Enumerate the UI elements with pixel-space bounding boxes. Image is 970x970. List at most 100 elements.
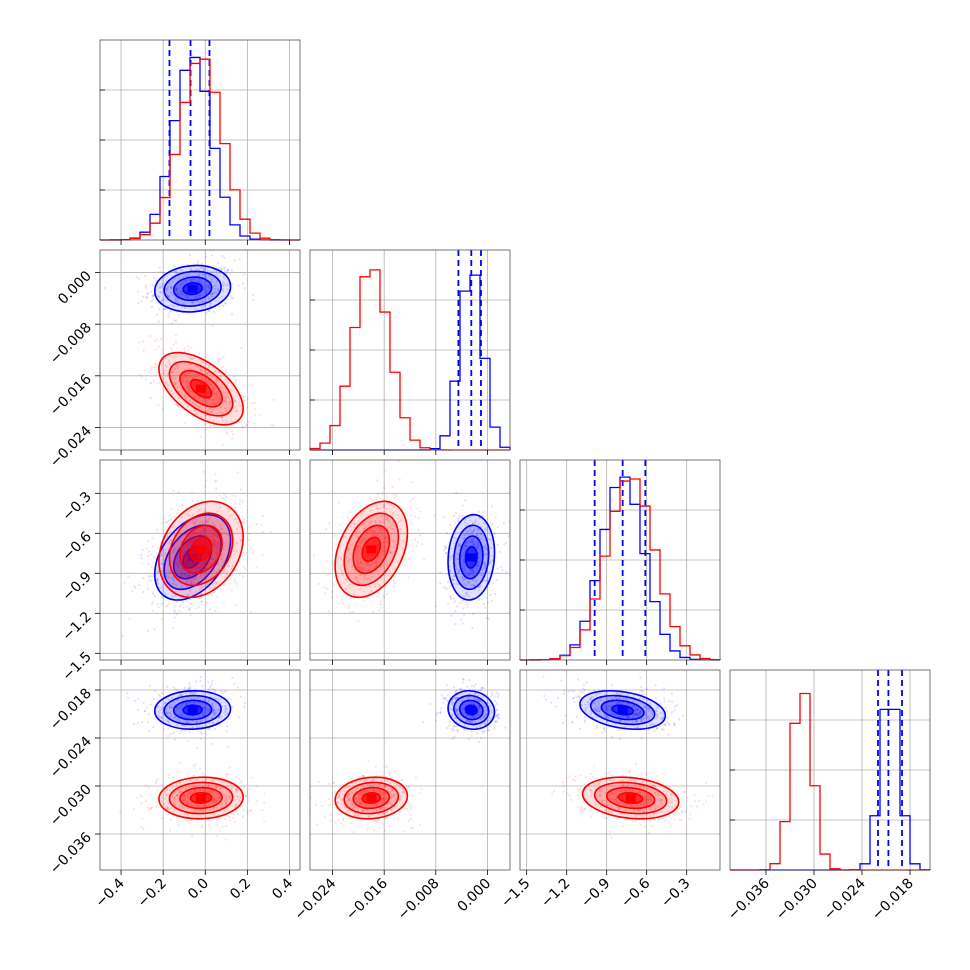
scatter-point (483, 729, 486, 732)
scatter-point (178, 790, 182, 793)
scatter-point (189, 791, 192, 795)
scatter-point (354, 781, 358, 784)
scatter-point (485, 543, 488, 546)
scatter-point (174, 555, 177, 559)
scatter-point (449, 595, 452, 598)
scatter-point (213, 542, 216, 546)
scatter-point (215, 570, 218, 573)
scatter-point (367, 522, 370, 525)
scatter-point (495, 579, 498, 582)
scatter-point (469, 720, 472, 723)
scatter-point (212, 569, 215, 572)
scatter-point (358, 803, 362, 806)
scatter-point (162, 570, 165, 573)
scatter-point (198, 784, 201, 788)
scatter-point (165, 560, 169, 563)
scatter-point (408, 506, 412, 509)
scatter-point (390, 789, 393, 793)
scatter-point (210, 535, 214, 538)
scatter-point (199, 575, 202, 578)
scatter-point (210, 411, 213, 414)
scatter-point (355, 531, 358, 534)
scatter-point (476, 713, 479, 716)
scatter-point (371, 561, 374, 564)
scatter-point (573, 700, 576, 703)
scatter-point (216, 551, 219, 554)
scatter-point (485, 708, 489, 711)
scatter-point (393, 496, 396, 499)
scatter-point (462, 706, 465, 709)
scatter-point (209, 687, 212, 690)
scatter-point (222, 555, 225, 558)
scatter-point (504, 570, 508, 573)
scatter-point (215, 806, 219, 809)
scatter-point (176, 292, 179, 295)
scatter-point (136, 721, 140, 724)
scatter-point (238, 503, 241, 506)
scatter-point (175, 289, 178, 292)
scatter-point (381, 774, 384, 777)
scatter-point (246, 397, 250, 400)
scatter-point (173, 319, 176, 322)
scatter-point (233, 406, 236, 409)
scatter-point (238, 799, 241, 802)
scatter-point (178, 706, 181, 710)
scatter-point (159, 337, 163, 341)
scatter-point (634, 713, 638, 716)
scatter-point (368, 496, 372, 499)
scatter-point (153, 366, 156, 369)
scatter-point (345, 555, 348, 558)
scatter-point (205, 708, 208, 711)
scatter-point (642, 693, 645, 696)
scatter-point (261, 531, 265, 534)
scatter-point (155, 580, 159, 583)
scatter-point (171, 787, 174, 790)
scatter-point (202, 528, 205, 531)
scatter-point (225, 725, 229, 728)
scatter-point (185, 542, 188, 545)
scatter-point (362, 775, 365, 778)
scatter-point (192, 301, 195, 304)
scatter-point (198, 273, 201, 276)
scatter-point (225, 272, 228, 275)
scatter-point (223, 570, 226, 573)
scatter-point (219, 588, 223, 591)
scatter-point (211, 705, 215, 708)
scatter-point (336, 801, 339, 804)
scatter-point (489, 546, 492, 549)
scatter-point (358, 781, 361, 784)
scatter-point (393, 524, 397, 527)
scatter-point (357, 565, 360, 568)
contour-line (172, 699, 213, 721)
scatter-point (462, 678, 465, 681)
scatter-point (339, 556, 343, 559)
scatter-point (444, 552, 447, 555)
scatter-point (599, 691, 603, 694)
scatter-point (149, 334, 152, 338)
scatter-point (440, 707, 443, 710)
scatter-point (175, 288, 178, 291)
scatter-point (356, 553, 359, 556)
scatter-point (348, 583, 352, 586)
scatter-point (149, 807, 152, 811)
scatter-point (589, 713, 593, 716)
scatter-point (227, 543, 231, 546)
scatter-point (358, 582, 361, 585)
scatter-point (185, 779, 188, 782)
scatter-point (223, 809, 226, 813)
scatter-point (478, 700, 481, 703)
scatter-point (317, 780, 320, 784)
scatter-point (677, 718, 681, 721)
scatter-point (208, 728, 211, 731)
scatter-point (366, 531, 369, 534)
scatter-point (611, 698, 614, 701)
scatter-point (379, 789, 382, 792)
scatter-point (345, 596, 349, 599)
scatter-point (472, 583, 475, 586)
scatter-point (208, 302, 212, 306)
scatter-point (360, 511, 363, 514)
scatter-point (234, 517, 237, 521)
scatter-point (496, 714, 499, 717)
scatter-point (225, 573, 229, 576)
scatter-point (400, 786, 403, 789)
